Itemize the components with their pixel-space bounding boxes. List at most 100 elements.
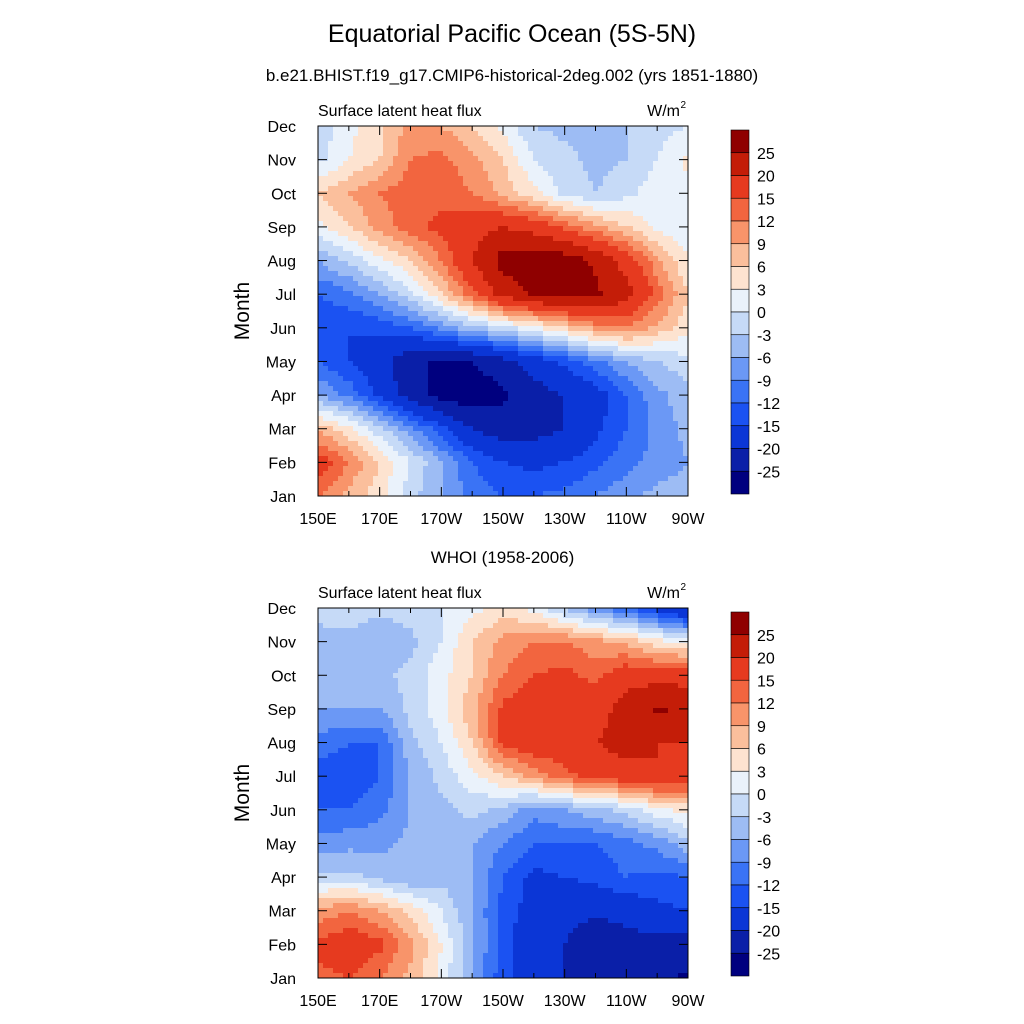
contour-cell xyxy=(608,406,614,412)
contour-cell xyxy=(623,231,629,237)
contour-cell xyxy=(573,226,579,232)
contour-cell xyxy=(533,146,539,152)
contour-cell xyxy=(573,321,579,327)
contour-cell xyxy=(508,296,514,302)
contour-cell xyxy=(393,271,399,277)
contour-cell xyxy=(353,321,359,327)
contour-cell xyxy=(418,416,424,422)
contour-cell xyxy=(413,231,419,237)
contour-cell xyxy=(413,146,419,152)
contour-cell xyxy=(568,366,574,372)
contour-cell xyxy=(353,226,359,232)
contour-cell xyxy=(563,351,569,357)
contour-cell xyxy=(348,446,354,452)
contour-cell xyxy=(403,441,409,447)
contour-cell xyxy=(608,146,614,152)
contour-cell xyxy=(623,261,629,267)
contour-cell xyxy=(653,171,659,177)
contour-cell xyxy=(503,191,509,197)
contour-cell xyxy=(513,266,519,272)
contour-cell xyxy=(563,266,569,272)
contour-cell xyxy=(508,236,514,242)
contour-cell xyxy=(463,441,469,447)
contour-cell xyxy=(368,161,374,167)
contour-cell xyxy=(523,311,529,317)
contour-cell xyxy=(583,276,589,282)
contour-cell xyxy=(323,396,329,402)
contour-cell xyxy=(603,416,609,422)
contour-cell xyxy=(463,221,469,227)
contour-cell xyxy=(493,311,499,317)
contour-cell xyxy=(633,371,639,377)
contour-cell xyxy=(638,326,644,332)
contour-cell xyxy=(568,436,574,442)
contour-cell xyxy=(638,226,644,232)
contour-cell xyxy=(618,376,624,382)
contour-cell xyxy=(353,286,359,292)
contour-cell xyxy=(348,286,354,292)
contour-cell xyxy=(408,186,414,192)
contour-cell xyxy=(678,146,684,152)
contour-cell xyxy=(473,166,479,172)
contour-cell xyxy=(648,366,654,372)
contour-cell xyxy=(568,416,574,422)
contour-cell xyxy=(423,411,429,417)
contour-cell xyxy=(533,386,539,392)
contour-cell xyxy=(383,301,389,307)
contour-cell xyxy=(553,171,559,177)
contour-cell xyxy=(553,401,559,407)
contour-cell xyxy=(398,146,404,152)
contour-cell xyxy=(593,156,599,162)
contour-cell xyxy=(578,191,584,197)
contour-cell xyxy=(443,371,449,377)
contour-cell xyxy=(633,136,639,142)
contour-cell xyxy=(368,171,374,177)
contour-cell xyxy=(378,436,384,442)
contour-cell xyxy=(488,261,494,267)
contour-cell xyxy=(398,231,404,237)
contour-cell xyxy=(633,356,639,362)
contour-cell xyxy=(678,281,684,287)
contour-cell xyxy=(633,176,639,182)
contour-cell xyxy=(553,276,559,282)
contour-cell xyxy=(643,416,649,422)
contour-cell xyxy=(683,131,689,137)
contour-cell xyxy=(623,326,629,332)
contour-cell xyxy=(593,166,599,172)
contour-cell xyxy=(508,346,514,352)
contour-cell xyxy=(638,411,644,417)
contour-cell xyxy=(363,156,369,162)
contour-cell xyxy=(418,226,424,232)
contour-cell xyxy=(438,461,444,467)
contour-cell xyxy=(428,456,434,462)
contour-cell xyxy=(428,256,434,262)
contour-cell xyxy=(423,386,429,392)
contour-cell xyxy=(318,221,324,227)
contour-cell xyxy=(583,336,589,342)
contour-cell xyxy=(558,261,564,267)
contour-cell xyxy=(478,401,484,407)
contour-cell xyxy=(428,366,434,372)
contour-cell xyxy=(668,376,674,382)
contour-cell xyxy=(393,311,399,317)
contour-cell xyxy=(593,446,599,452)
contour-cell xyxy=(593,331,599,337)
contour-cell xyxy=(548,356,554,362)
contour-cell xyxy=(498,441,504,447)
contour-cell xyxy=(363,326,369,332)
contour-cell xyxy=(528,276,534,282)
contour-cell xyxy=(433,351,439,357)
contour-cell xyxy=(618,356,624,362)
contour-cell xyxy=(518,441,524,447)
contour-cell xyxy=(673,186,679,192)
contour-cell xyxy=(468,301,474,307)
contour-cell xyxy=(403,166,409,172)
contour-cell xyxy=(373,126,379,132)
contour-cell xyxy=(683,161,689,167)
contour-cell xyxy=(573,306,579,312)
contour-cell xyxy=(438,361,444,367)
contour-cell xyxy=(378,166,384,172)
contour-cell xyxy=(318,241,324,247)
contour-cell xyxy=(683,356,689,362)
contour-cell xyxy=(518,436,524,442)
